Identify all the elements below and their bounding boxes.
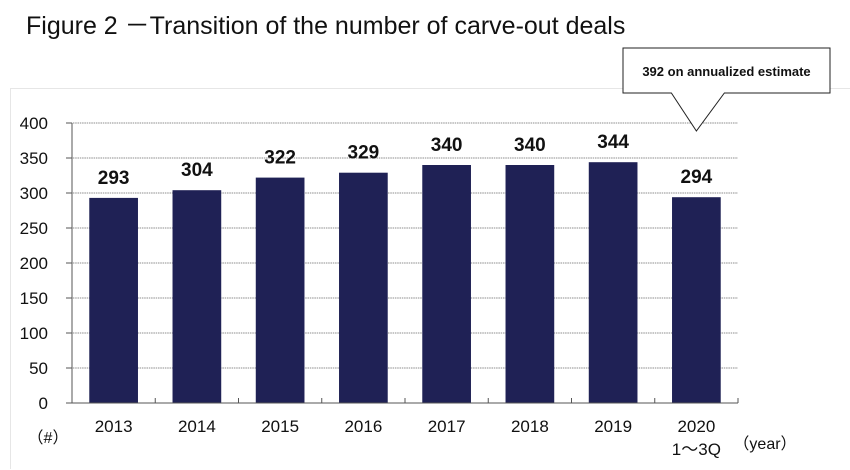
data-label: 344 (597, 132, 629, 153)
bar (672, 197, 721, 403)
x-axis-unit-label: （year） (733, 435, 796, 453)
x-tick-label: 1～3Q (672, 440, 721, 459)
bar (89, 197, 138, 403)
y-tick-label: 0 (39, 394, 48, 413)
y-tick-label: 350 (20, 149, 48, 168)
y-tick-label: 250 (20, 219, 48, 238)
x-tick-label: 2017 (428, 417, 466, 436)
x-tick-label: 2020 (677, 417, 715, 436)
y-axis-unit-label: （#） (28, 429, 69, 447)
y-tick-label: 200 (20, 254, 48, 273)
y-tick-label: 50 (29, 359, 48, 378)
data-label: 293 (98, 168, 130, 189)
data-label: 304 (181, 160, 213, 181)
callout-text: 392 on annualized estimate (642, 64, 810, 79)
y-tick-label: 150 (20, 289, 48, 308)
data-label: 294 (681, 167, 713, 188)
chart-title: Figure 2 －Transition of the number of ca… (26, 12, 626, 40)
chart-frame (10, 88, 850, 469)
x-tick-label: 2013 (95, 417, 133, 436)
data-label: 322 (264, 148, 296, 169)
callout-box (622, 47, 831, 132)
data-label: 329 (348, 143, 380, 164)
bar (339, 172, 388, 403)
x-tick-label: 2014 (178, 417, 216, 436)
y-tick-label: 100 (20, 324, 48, 343)
x-tick-label: 2016 (344, 417, 382, 436)
bar (172, 190, 222, 403)
data-label: 340 (431, 135, 463, 156)
bar (255, 177, 305, 403)
x-tick-label: 2018 (511, 417, 549, 436)
y-tick-label: 300 (20, 184, 48, 203)
x-tick-label: 2019 (594, 417, 632, 436)
bar (588, 162, 638, 403)
bar (505, 165, 555, 403)
data-label: 340 (514, 135, 546, 156)
bar (422, 165, 471, 403)
y-tick-label: 400 (20, 114, 48, 133)
x-tick-label: 2015 (261, 417, 299, 436)
